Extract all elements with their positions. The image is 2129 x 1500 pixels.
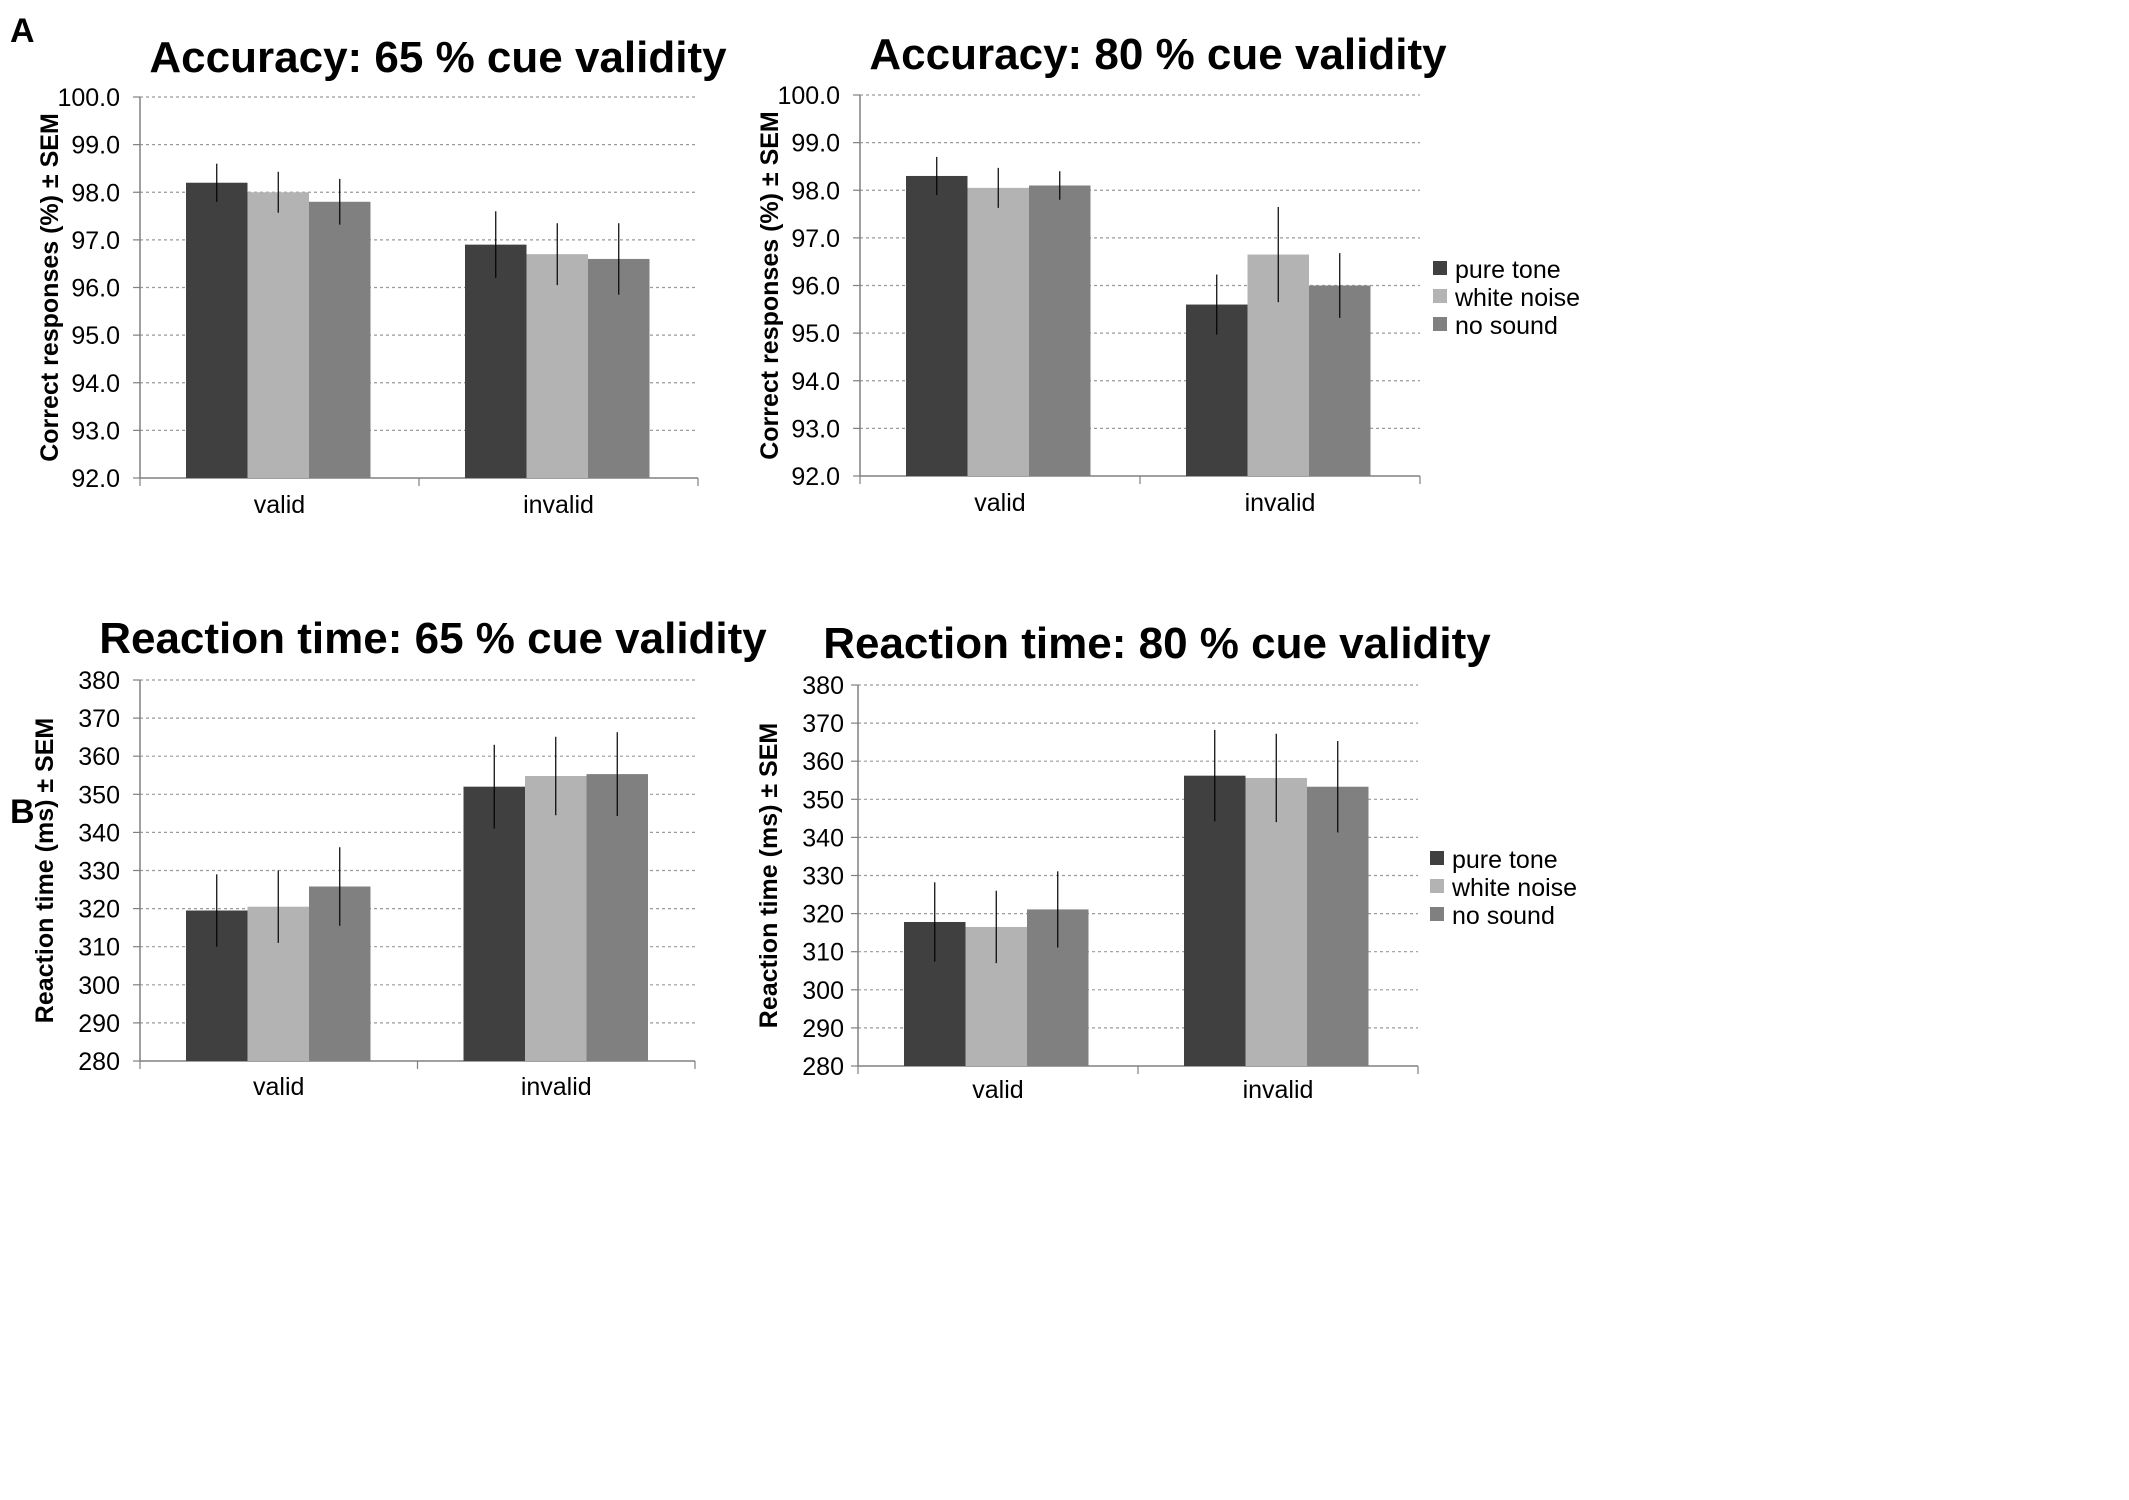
- y-tick-label: 340: [78, 819, 120, 847]
- chart-title: Accuracy: 80 % cue validity: [869, 30, 1447, 79]
- x-tick-label: invalid: [1243, 1076, 1314, 1104]
- legend-swatch: [1430, 851, 1444, 865]
- legend-swatch: [1433, 289, 1447, 303]
- chart-reaction-time-65: Reaction time: 65 % cue validity Reaction…: [31, 614, 767, 1101]
- y-tick-label: 280: [78, 1048, 120, 1076]
- chart-title: Accuracy: 65 % cue validity: [149, 33, 727, 82]
- y-tick-label: 310: [78, 934, 120, 962]
- y-tick-label: 98.0: [71, 179, 120, 207]
- y-tick-label: 98.0: [791, 177, 840, 205]
- legend-label: pure tone: [1452, 846, 1558, 874]
- y-tick-label: 330: [78, 858, 120, 886]
- y-tick-label: 100.0: [777, 82, 840, 110]
- y-tick-label: 96.0: [71, 275, 120, 303]
- chart-title: Reaction time: 65 % cue validity: [99, 614, 767, 663]
- bar-pure-tone-valid: [906, 175, 968, 476]
- y-tick-label: 340: [802, 824, 844, 852]
- bar-pure-tone-valid: [186, 182, 248, 478]
- y-tick-label: 370: [78, 705, 120, 733]
- panel-label-a: A: [10, 12, 35, 50]
- y-tick-label: 320: [802, 901, 844, 929]
- y-tick-label: 300: [802, 977, 844, 1005]
- bar-white-noise-invalid: [1245, 777, 1307, 1066]
- bar-no-sound-valid: [1029, 185, 1091, 477]
- legend-label: pure tone: [1455, 256, 1561, 284]
- legend-label: no sound: [1455, 312, 1558, 340]
- chart-title: Reaction time: 80 % cue validity: [823, 619, 1491, 668]
- y-tick-label: 97.0: [71, 227, 120, 255]
- legend-swatch: [1430, 907, 1444, 921]
- y-tick-label: 93.0: [791, 415, 840, 443]
- y-tick-label: 95.0: [791, 320, 840, 348]
- legend-swatch: [1433, 317, 1447, 331]
- legend-label: no sound: [1452, 902, 1555, 930]
- y-tick-label: 350: [802, 786, 844, 814]
- y-tick-label: 94.0: [71, 370, 120, 398]
- y-axis-label: Correct responses (%) ± SEM: [756, 111, 784, 460]
- y-tick-label: 95.0: [71, 322, 120, 350]
- x-tick-label: invalid: [1245, 489, 1316, 517]
- y-tick-label: 290: [78, 1010, 120, 1038]
- bar-white-noise-invalid: [526, 254, 588, 478]
- bar-white-noise-invalid: [525, 776, 587, 1061]
- bar-white-noise-valid: [247, 192, 309, 478]
- chart-reaction-time-80: Reaction time: 80 % cue validity Reaction…: [755, 619, 1577, 1104]
- y-tick-label: 370: [802, 710, 844, 738]
- legend-swatch: [1430, 879, 1444, 893]
- x-tick-label: valid: [972, 1076, 1023, 1104]
- y-axis-label: Reaction time (ms) ± SEM: [755, 723, 783, 1028]
- y-tick-label: 310: [802, 939, 844, 967]
- y-tick-label: 99.0: [791, 130, 840, 158]
- y-tick-label: 380: [802, 672, 844, 700]
- bar-pure-tone-invalid: [465, 244, 527, 478]
- bar-no-sound-invalid: [588, 258, 650, 478]
- y-tick-label: 94.0: [791, 368, 840, 396]
- y-tick-label: 360: [78, 743, 120, 771]
- bar-white-noise-valid: [967, 187, 1029, 476]
- chart-accuracy-65: Accuracy: 65 % cue validity Correct respo…: [36, 33, 727, 519]
- y-tick-label: 300: [78, 972, 120, 1000]
- y-tick-label: 350: [78, 781, 120, 809]
- x-tick-label: valid: [253, 1073, 304, 1101]
- y-tick-label: 280: [802, 1053, 844, 1081]
- y-tick-label: 330: [802, 863, 844, 891]
- y-tick-label: 96.0: [791, 273, 840, 301]
- bar-no-sound-valid: [309, 201, 371, 478]
- legend-label: white noise: [1451, 874, 1577, 902]
- bar-no-sound-invalid: [586, 774, 648, 1061]
- chart-accuracy-80: Accuracy: 80 % cue validity Correct respo…: [756, 30, 1580, 517]
- x-tick-label: invalid: [521, 1073, 592, 1101]
- bar-no-sound-invalid: [1307, 786, 1369, 1066]
- x-tick-label: invalid: [523, 491, 594, 519]
- y-tick-label: 380: [78, 667, 120, 695]
- y-tick-label: 100.0: [57, 84, 120, 112]
- y-tick-label: 92.0: [71, 465, 120, 493]
- y-tick-label: 320: [78, 896, 120, 924]
- y-tick-label: 92.0: [791, 463, 840, 491]
- legend-swatch: [1433, 261, 1447, 275]
- y-tick-label: 99.0: [71, 132, 120, 160]
- panel-label-b: B: [10, 793, 35, 831]
- bar-pure-tone-invalid: [1184, 775, 1246, 1066]
- x-tick-label: valid: [974, 489, 1025, 517]
- x-tick-label: valid: [254, 491, 305, 519]
- y-axis-label: Correct responses (%) ± SEM: [36, 113, 64, 462]
- y-tick-label: 290: [802, 1015, 844, 1043]
- y-tick-label: 93.0: [71, 417, 120, 445]
- y-tick-label: 360: [802, 748, 844, 776]
- legend-label: white noise: [1454, 284, 1580, 312]
- y-axis-label: Reaction time (ms) ± SEM: [31, 718, 59, 1023]
- y-tick-label: 97.0: [791, 225, 840, 253]
- bar-pure-tone-invalid: [463, 786, 525, 1061]
